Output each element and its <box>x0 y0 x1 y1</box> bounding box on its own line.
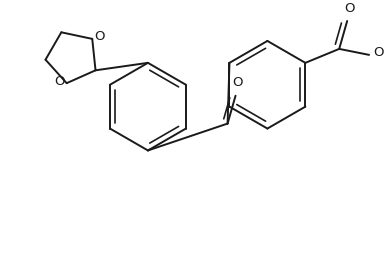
Text: O: O <box>344 2 354 15</box>
Text: O: O <box>94 30 104 43</box>
Text: O: O <box>232 76 243 89</box>
Text: O: O <box>373 46 383 59</box>
Text: O: O <box>55 75 65 88</box>
